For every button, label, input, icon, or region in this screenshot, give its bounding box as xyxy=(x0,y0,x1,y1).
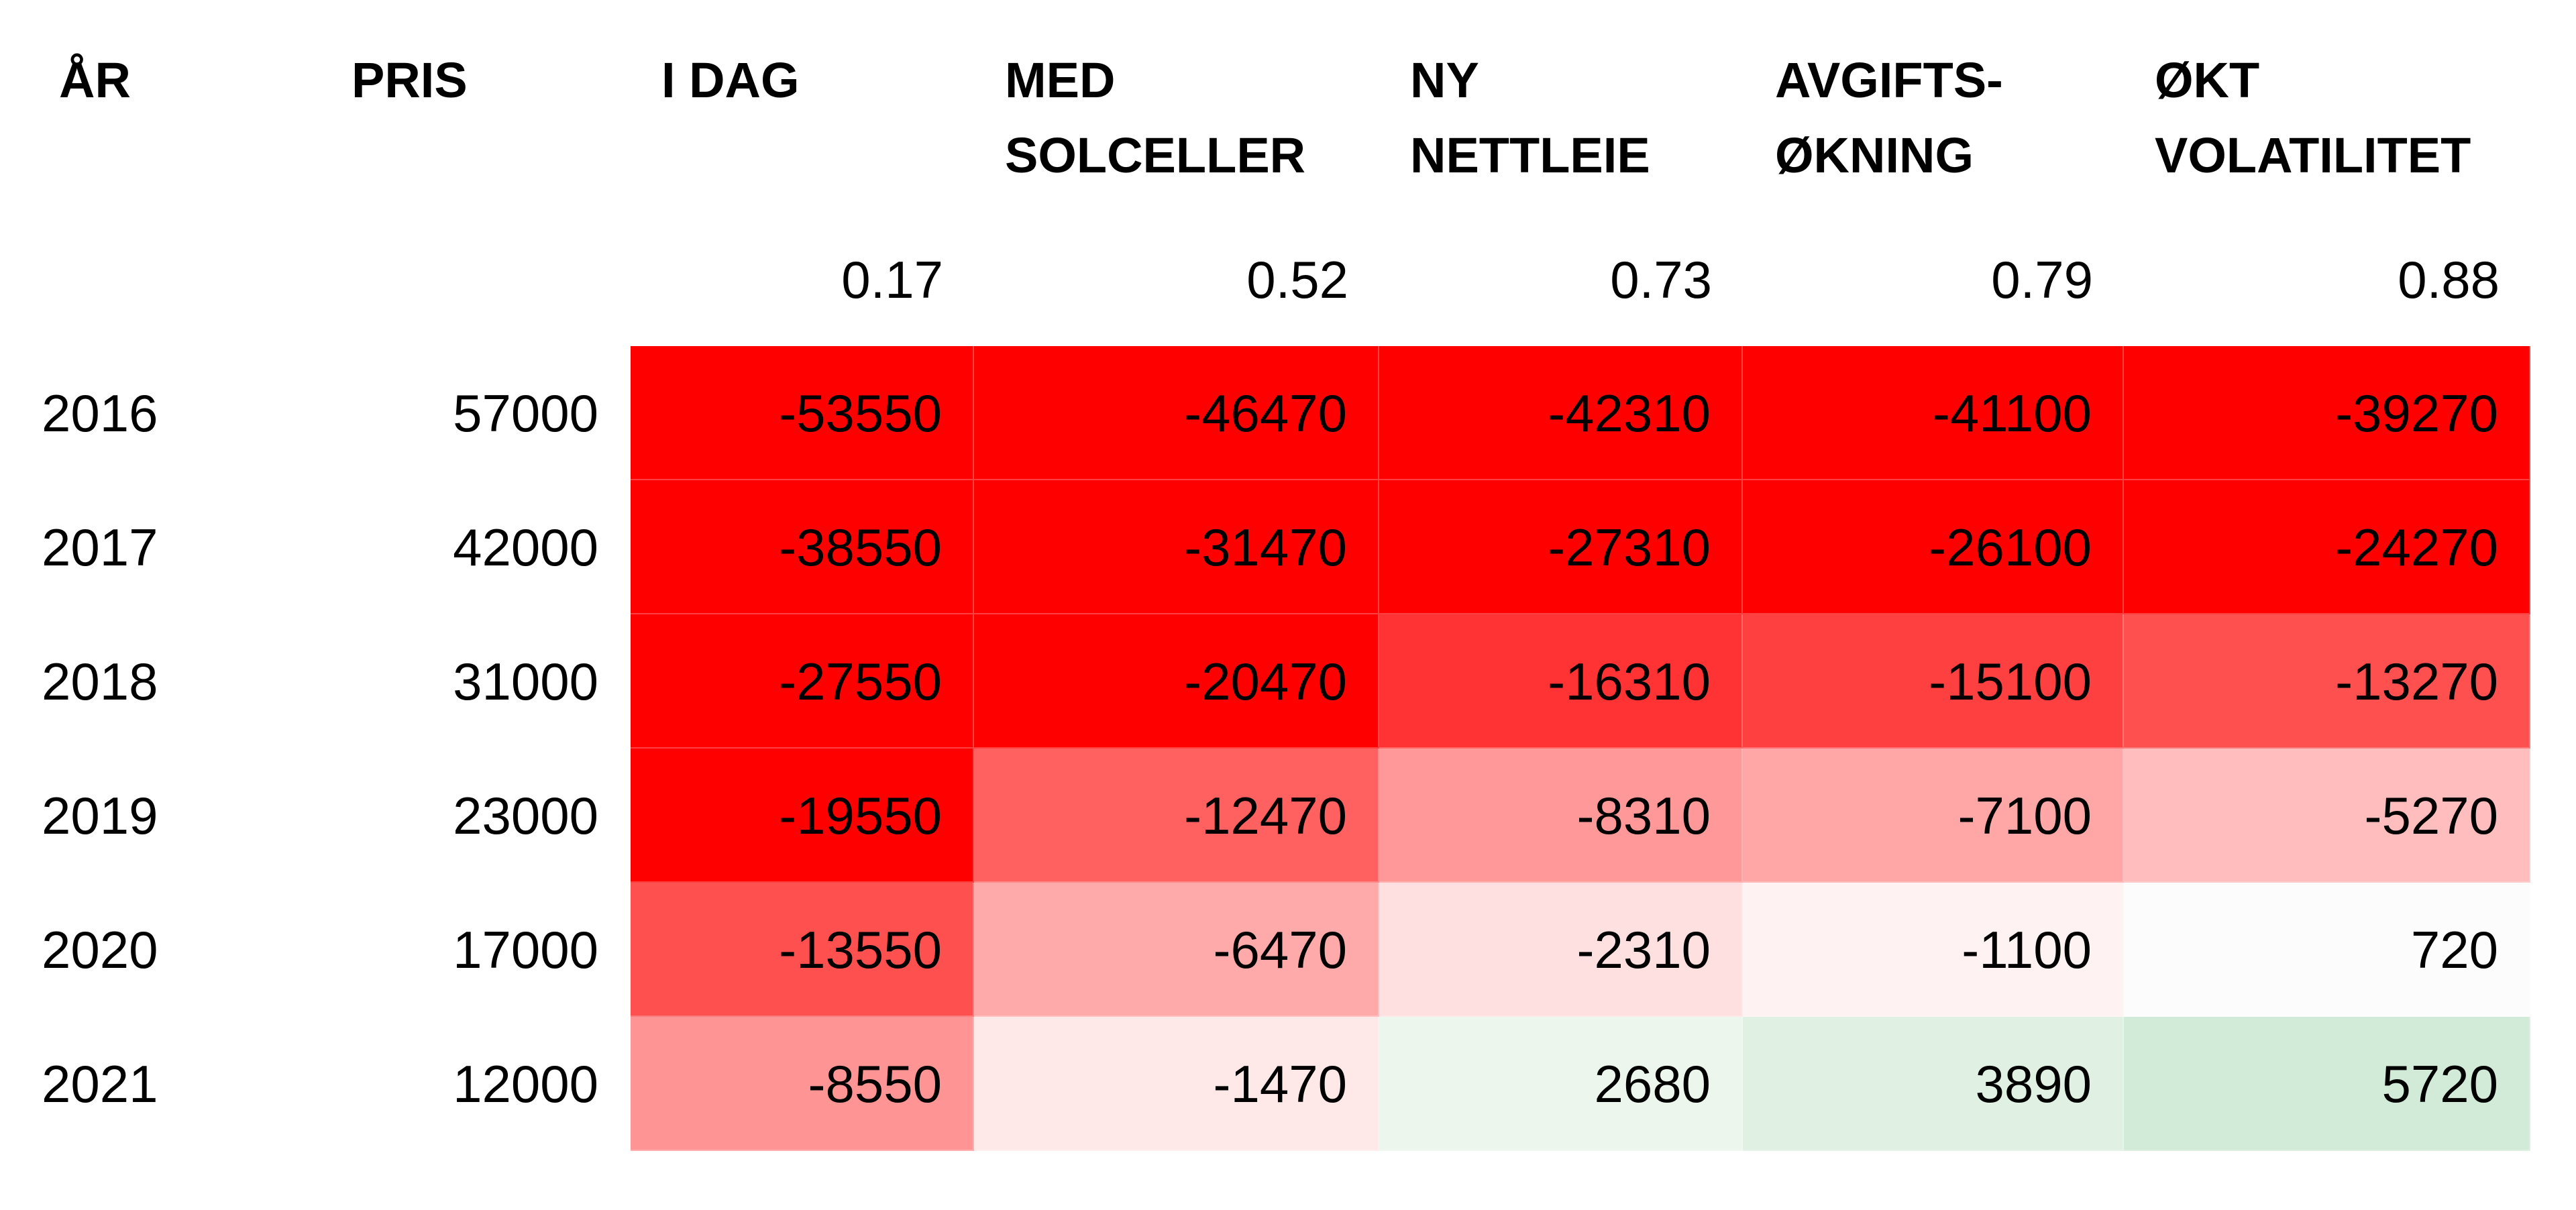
row-price: 57000 xyxy=(453,384,598,443)
heatmap-cell: 2680 xyxy=(1379,1017,1743,1151)
header-price-line: PRIS xyxy=(352,52,468,108)
heatmap-cell: -13550 xyxy=(631,883,974,1017)
heatmap-cell: -13270 xyxy=(2124,614,2530,749)
scenario-factor-3: 0.79 xyxy=(1991,250,2093,309)
heatmap-cell: -19550 xyxy=(631,749,974,883)
header-scenario-line: MED xyxy=(1005,52,1116,108)
row-price: 23000 xyxy=(453,786,598,845)
heatmap-cell: 720 xyxy=(2124,883,2530,1017)
heatmap-cell: -8550 xyxy=(631,1017,974,1151)
heatmap-cell: -15100 xyxy=(1743,614,2124,749)
scenario-factor-4: 0.88 xyxy=(2398,250,2500,309)
heatmap-cell: -8310 xyxy=(1379,749,1743,883)
header-scenario-3: AVGIFTS- ØKNING xyxy=(1775,43,2003,193)
heatmap-cell: -5270 xyxy=(2124,749,2530,883)
heatmap-cell: -53550 xyxy=(631,346,974,480)
header-scenario-line: ØKT xyxy=(2155,52,2260,108)
row-price: 31000 xyxy=(453,652,598,711)
header-year: ÅR xyxy=(59,43,131,118)
row-year: 2018 xyxy=(42,652,158,711)
row-price: 42000 xyxy=(453,518,598,577)
scenario-factor-2: 0.73 xyxy=(1610,250,1712,309)
heatmap-cell: -39270 xyxy=(2124,346,2530,480)
header-scenario-line: ØKNING xyxy=(1775,127,1974,183)
scenario-factor-0: 0.17 xyxy=(841,250,943,309)
header-scenario-2: NY NETTLEIE xyxy=(1410,43,1650,193)
heatmap-cell: -12470 xyxy=(974,749,1379,883)
header-year-line: ÅR xyxy=(59,52,131,108)
header-scenario-4: ØKT VOLATILITET xyxy=(2155,43,2471,193)
heatmap-cell: -6470 xyxy=(974,883,1379,1017)
heatmap-cell: -24270 xyxy=(2124,480,2530,614)
scenario-factor-1: 0.52 xyxy=(1246,250,1348,309)
row-year: 2019 xyxy=(42,786,158,845)
header-scenario-line: I DAG xyxy=(661,52,800,108)
header-scenario-line: NY xyxy=(1410,52,1479,108)
header-scenario-0: I DAG xyxy=(661,43,800,118)
row-year: 2020 xyxy=(42,920,158,979)
row-year: 2021 xyxy=(42,1054,158,1113)
heatmap-cell: -2310 xyxy=(1379,883,1743,1017)
heatmap-cell: -42310 xyxy=(1379,346,1743,480)
row-price: 12000 xyxy=(453,1054,598,1113)
row-price: 17000 xyxy=(453,920,598,979)
heatmap-cell: -38550 xyxy=(631,480,974,614)
heatmap-cell: -27310 xyxy=(1379,480,1743,614)
row-year: 2017 xyxy=(42,518,158,577)
header-scenario-line: SOLCELLER xyxy=(1005,127,1306,183)
row-year: 2016 xyxy=(42,384,158,443)
header-scenario-1: MED SOLCELLER xyxy=(1005,43,1305,193)
heatmap-cell: -20470 xyxy=(974,614,1379,749)
heatmap-cell: -26100 xyxy=(1743,480,2124,614)
heatmap-cell: -27550 xyxy=(631,614,974,749)
heatmap-cell: -7100 xyxy=(1743,749,2124,883)
header-price: PRIS xyxy=(352,43,468,118)
heatmap-cell: -41100 xyxy=(1743,346,2124,480)
heatmap-cell: -1100 xyxy=(1743,883,2124,1017)
heatmap-cell: 5720 xyxy=(2124,1017,2530,1151)
heatmap-cell: -16310 xyxy=(1379,614,1743,749)
heatmap-cell: 3890 xyxy=(1743,1017,2124,1151)
heatmap-cell: -46470 xyxy=(974,346,1379,480)
heatmap-cell: -31470 xyxy=(974,480,1379,614)
header-scenario-line: NETTLEIE xyxy=(1410,127,1650,183)
header-scenario-line: AVGIFTS- xyxy=(1775,52,2003,108)
heatmap-cell: -1470 xyxy=(974,1017,1379,1151)
header-scenario-line: VOLATILITET xyxy=(2155,127,2471,183)
